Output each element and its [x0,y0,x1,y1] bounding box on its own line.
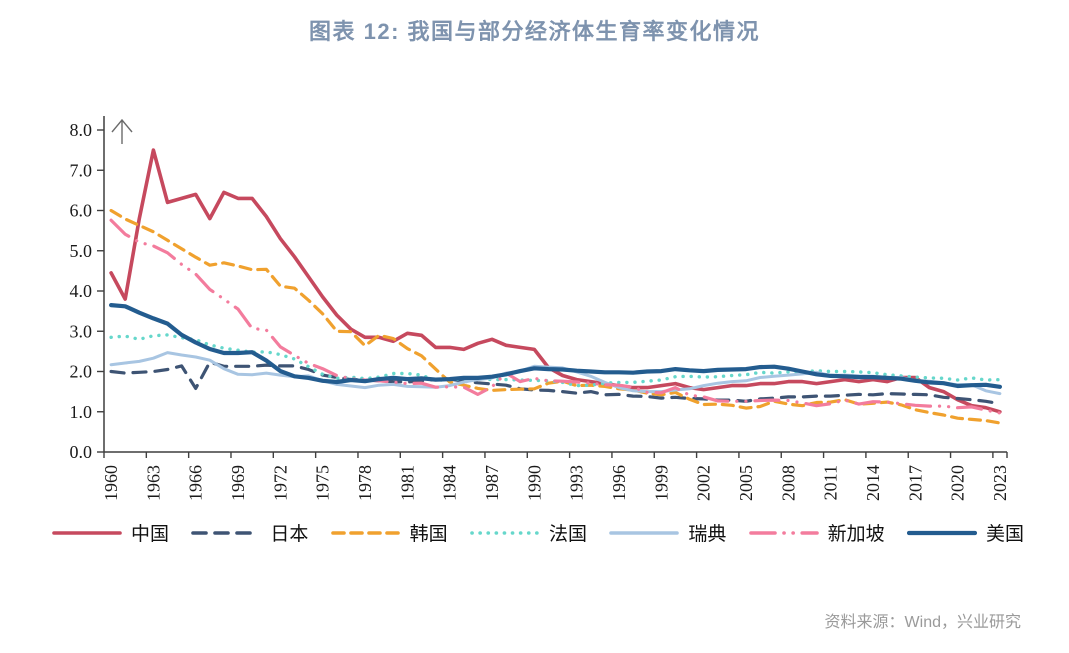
y-tick-label: 5.0 [70,241,93,261]
source-note: 资料来源：Wind，兴业研究 [824,614,1021,631]
x-tick-label: 1993 [567,465,587,501]
x-tick-label: 1963 [143,465,163,501]
x-tick-label: 2011 [821,465,841,500]
legend-label-china: 中国 [131,524,170,545]
x-tick-label: 1969 [228,465,248,501]
y-tick-label: 1.0 [70,402,93,422]
y-tick-label: 8.0 [70,120,93,140]
x-tick-label: 2020 [948,465,968,501]
x-tick-label: 1987 [482,465,502,501]
legend-line-sample-korea [330,530,401,535]
x-tick-label: 1960 [101,465,121,501]
series-line-china [109,148,1002,414]
legend-label-france: 法国 [548,524,587,545]
legend-line-sample-france [470,530,540,535]
y-tick-label: 0.0 [70,442,93,462]
x-tick-label: 2014 [863,465,883,501]
legend-label-singapore: 新加坡 [827,524,885,545]
legend-line-sample-china [52,530,122,535]
legend-label-japan: 日本 [270,524,309,545]
x-tick-label: 1966 [186,465,206,501]
legend-line-sample-usa [906,530,977,535]
legend-item-singapore: 新加坡 [748,519,885,546]
x-tick-label: 1984 [440,465,460,501]
y-tick-label: 6.0 [70,201,93,221]
x-tick-label: 1990 [524,465,544,501]
x-tick-label: 1981 [397,465,417,501]
x-tick-label: 1978 [355,465,375,501]
series-line-singapore [109,218,1002,415]
legend-item-korea: 韩国 [330,519,448,546]
x-tick-label: 2023 [990,465,1010,501]
legend-label-usa: 美国 [985,524,1024,545]
chart-title: 图表 12: 我国与部分经济体生育率变化情况 [308,19,761,44]
legend-item-france: 法国 [470,519,587,546]
legend-line-sample-japan [191,530,262,535]
legend-item-china: 中国 [52,519,169,546]
legend-line-sample-singapore [748,530,819,535]
series-line-japan [109,360,1002,406]
x-tick-label: 1999 [651,465,671,501]
legend-item-usa: 美国 [906,519,1024,546]
x-tick-label: 1972 [270,465,290,501]
y-tick-label: 4.0 [70,281,93,301]
legend-label-sweden: 瑞典 [688,524,727,545]
legend-item-japan: 日本 [191,519,308,546]
legend-line-sample-sweden [609,530,680,535]
x-tick-label: 2008 [778,465,798,501]
y-axis-up-arrow-icon [111,118,133,144]
chart-legend: 中国 日本 韩国 法国 瑞典 新加坡 美国 [52,519,1024,546]
legend-item-sweden: 瑞典 [609,519,726,546]
series-line-usa [108,303,1003,389]
x-tick-label: 1996 [609,465,629,501]
legend-label-korea: 韩国 [409,524,448,545]
y-tick-label: 2.0 [70,362,93,382]
y-tick-label: 3.0 [70,321,93,341]
fertility-line-chart: 0.0 1.0 2.0 3.0 4.0 5.0 6.0 7.0 8.0 1960 1963 1966 1… [70,116,1010,501]
x-tick-label: 2017 [905,465,925,501]
x-tick-label: 2002 [694,465,714,501]
y-tick-label: 7.0 [70,160,93,180]
x-tick-label: 2005 [736,465,756,501]
x-tick-label: 1975 [313,465,333,501]
